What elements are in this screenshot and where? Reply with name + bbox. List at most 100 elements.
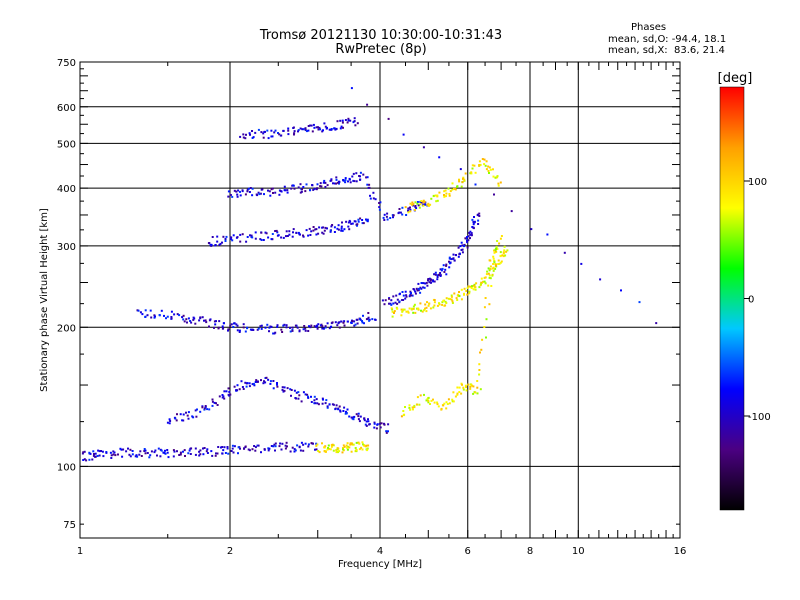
o-mode-point <box>458 253 461 256</box>
o-mode-point <box>340 320 343 323</box>
o-mode-point <box>316 402 319 405</box>
x-mode-point <box>432 306 435 309</box>
o-mode-point <box>420 201 423 204</box>
o-mode-point <box>410 292 412 295</box>
o-mode-point <box>425 281 428 284</box>
o-mode-point <box>363 322 365 325</box>
x-mode-point <box>501 254 504 257</box>
x-mode-point <box>414 208 416 211</box>
x-mode-point <box>460 185 463 188</box>
y-tick-label: 300 <box>57 242 76 253</box>
x-mode-point <box>315 444 318 447</box>
o-mode-point <box>278 193 281 196</box>
x-mode-point <box>480 283 482 286</box>
o-mode-point <box>192 416 195 419</box>
o-mode-point <box>195 415 198 418</box>
x-mode-point <box>483 306 486 309</box>
o-mode-point <box>131 453 134 456</box>
o-mode-point <box>269 194 272 197</box>
o-mode-point <box>342 126 344 129</box>
o-mode-point <box>257 444 260 447</box>
x-mode-point <box>366 449 369 452</box>
o-mode-point <box>236 389 239 392</box>
x-mode-point <box>442 404 445 407</box>
o-mode-point <box>265 376 268 379</box>
o-mode-point <box>208 319 211 322</box>
o-mode-point <box>463 245 465 248</box>
o-mode-point <box>335 178 338 181</box>
o-mode-point <box>373 426 376 429</box>
o-mode-point <box>224 240 227 242</box>
x-mode-point <box>438 302 440 305</box>
x-mode-point <box>485 160 488 163</box>
x-mode-point <box>478 164 481 166</box>
x-mode-point <box>498 242 501 245</box>
x-mode-point <box>492 257 495 260</box>
o-mode-point <box>307 129 310 132</box>
o-mode-point <box>329 229 332 232</box>
o-mode-point <box>218 243 221 246</box>
o-mode-point <box>352 121 355 124</box>
x-mode-point <box>495 248 497 250</box>
o-mode-point <box>246 188 249 191</box>
o-mode-point <box>216 235 219 238</box>
o-mode-point <box>160 309 163 312</box>
x-mode-point <box>463 179 466 182</box>
o-mode-point <box>259 325 262 328</box>
o-mode-point <box>363 417 366 420</box>
o-mode-point <box>401 291 404 293</box>
o-mode-point <box>236 193 239 196</box>
o-mode-point <box>217 446 220 448</box>
o-mode-point <box>249 328 252 331</box>
x-mode-point <box>474 286 477 289</box>
x-mode-point <box>473 164 476 167</box>
o-mode-point <box>280 328 283 331</box>
o-mode-point <box>347 117 350 120</box>
o-mode-point <box>294 449 297 452</box>
x-mode-point <box>412 203 415 206</box>
o-mode-point <box>343 324 346 327</box>
x-mode-point <box>466 287 469 290</box>
o-mode-point <box>229 194 232 196</box>
x-mode-point <box>464 384 467 387</box>
x-mode-point <box>462 388 465 391</box>
o-mode-point <box>94 455 97 458</box>
x-mode-point <box>455 297 458 300</box>
x-mode-point <box>458 386 461 389</box>
o-mode-point <box>405 295 408 298</box>
o-mode-point <box>242 133 245 136</box>
o-mode-point <box>281 331 284 333</box>
o-mode-point <box>354 124 357 127</box>
x-mode-point <box>337 447 340 450</box>
o-mode-point <box>333 226 336 229</box>
x-mode-point <box>390 307 393 310</box>
o-mode-point <box>313 399 316 402</box>
o-mode-point <box>178 454 181 456</box>
o-mode-point <box>295 391 298 394</box>
x-mode-point <box>471 285 473 288</box>
o-mode-point <box>231 239 234 242</box>
o-mode-point <box>261 188 264 191</box>
o-mode-point <box>144 315 147 318</box>
o-mode-point <box>143 450 146 452</box>
x-mode-point <box>448 193 451 195</box>
o-mode-point <box>337 224 340 227</box>
o-mode-point <box>337 228 340 231</box>
o-mode-point <box>112 450 115 453</box>
o-mode-point <box>260 231 263 234</box>
o-mode-point <box>362 173 365 176</box>
o-mode-point <box>384 299 387 302</box>
o-mode-point <box>383 219 386 221</box>
o-mode-point <box>153 451 156 454</box>
o-mode-point <box>307 125 310 127</box>
o-mode-point <box>260 324 263 327</box>
x-mode-point <box>413 303 416 306</box>
o-mode-point <box>420 287 423 290</box>
x-mode-point <box>481 338 484 341</box>
o-mode-point <box>342 179 345 181</box>
x-mode-point <box>352 443 355 446</box>
o-mode-point <box>224 238 227 240</box>
o-mode-point <box>315 398 318 401</box>
o-mode-point <box>322 181 325 184</box>
o-mode-point <box>248 132 251 135</box>
